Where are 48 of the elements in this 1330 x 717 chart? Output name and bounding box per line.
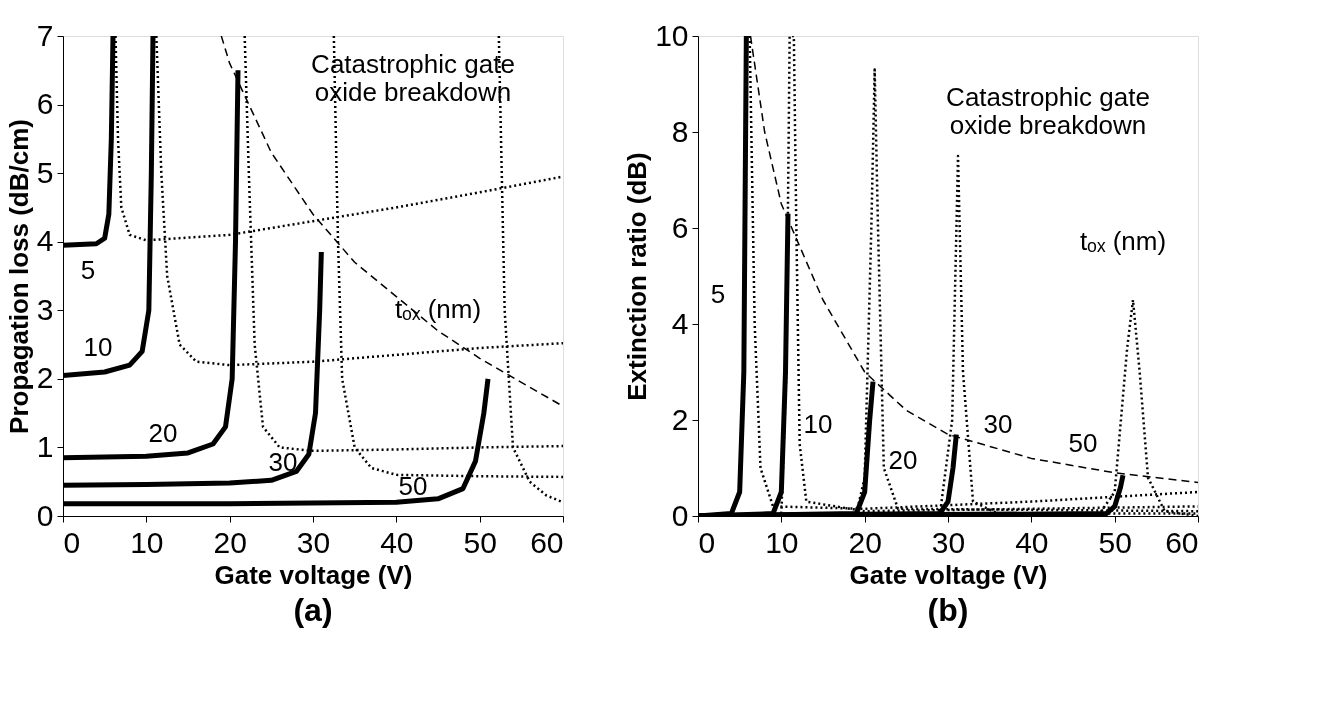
y-tick-label: 6 [671,210,689,244]
annotation: 20 [148,418,178,449]
annotation: 10 [803,408,833,439]
y-tick-label: 1 [36,429,54,463]
annotation: Catastrophic gate oxide breakdown [946,82,1150,141]
x-tick-label: 40 [1015,525,1049,559]
y-tick-label: 8 [671,114,689,148]
y-tick-label: 6 [36,87,54,121]
y-tick-label: 10 [655,18,689,52]
y-tick-label: 5 [36,155,54,189]
annotation: tₒₓ (nm) [394,293,482,324]
annotation: 5 [710,279,726,310]
annotation: 10 [83,332,113,362]
annotation: 50 [398,471,428,502]
x-tick-label: 50 [463,525,497,559]
x-axis-title: Gate voltage (V) [849,559,1048,590]
y-tick-label: 4 [671,306,689,340]
x-tick-label: 30 [931,525,966,559]
y-tick-label: 3 [36,292,54,326]
annotation: 20 [888,444,918,475]
text: (a) [293,592,333,628]
x-tick-label: 20 [848,525,882,559]
annotation: Catastrophic gate oxide breakdown [311,48,515,107]
x-tick-label: 40 [380,525,414,559]
y-axis-title: Extinction ratio (dB) [622,152,653,401]
annotation: 30 [268,447,298,478]
x-tick-label: 50 [1098,525,1132,559]
y-tick-label: 2 [36,361,54,395]
annotation: tₒₓ (nm) [1079,226,1167,257]
y-tick-label: 7 [36,18,54,52]
x-tick-label: 60 [1165,525,1199,559]
y-tick-label: 4 [36,224,54,258]
x-tick-label: 60 [530,525,564,559]
x-tick-label: 20 [213,525,247,559]
x-axis-title: Gate voltage (V) [214,559,413,590]
y-tick-label: 0 [36,498,54,532]
x-tick-label: 10 [130,525,164,559]
y-tick-label: 0 [671,498,689,532]
x-tick-label: 10 [765,525,799,559]
annotation: 50 [1068,428,1098,458]
x-tick-label: 0 [63,525,81,559]
annotation: 5 [80,255,96,286]
text: (b) [927,592,969,628]
y-axis-title: Propagation loss (dB/cm) [3,119,34,434]
annotation: 30 [983,408,1013,439]
y-tick-label: 2 [671,402,689,436]
x-tick-label: 0 [698,525,716,559]
x-tick-label: 30 [296,525,331,559]
